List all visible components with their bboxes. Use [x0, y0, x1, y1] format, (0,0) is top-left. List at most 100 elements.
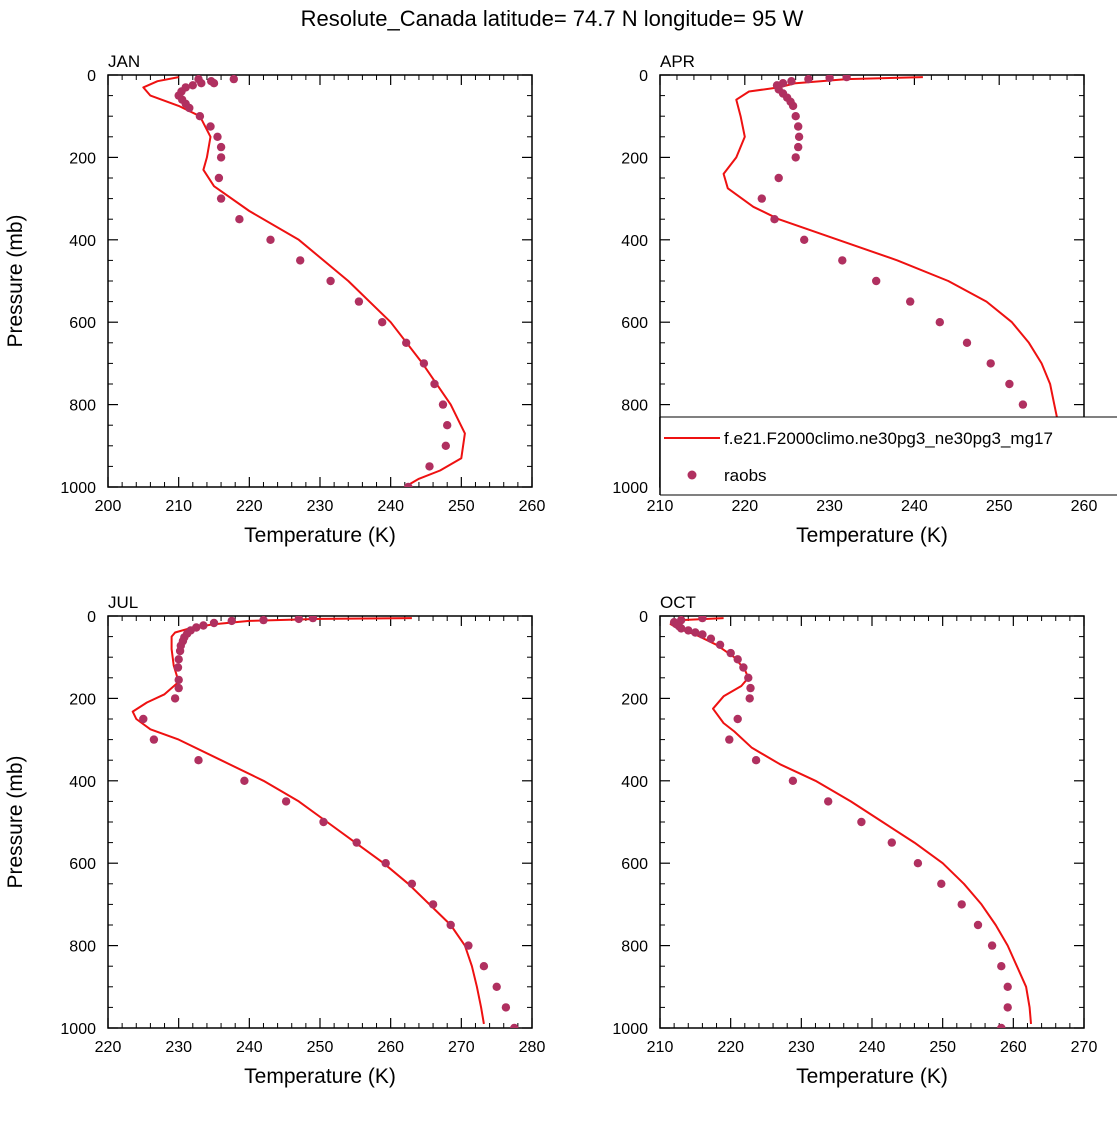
obs-point	[794, 132, 804, 141]
obs-point	[733, 655, 742, 664]
legend-label-raobs: raobs	[724, 466, 767, 485]
obs-point	[684, 626, 693, 635]
x-tick-label: 270	[1071, 1039, 1098, 1056]
obs-point	[997, 1023, 1006, 1028]
obs-point	[207, 77, 216, 86]
obs-point	[791, 112, 800, 121]
x-tick-label: 240	[236, 1039, 263, 1056]
x-tick-label: 260	[1000, 1039, 1027, 1056]
x-tick-label: 250	[448, 498, 475, 515]
obs-point	[281, 797, 291, 806]
obs-point	[698, 630, 707, 639]
obs-point	[174, 683, 183, 693]
model-line-jul	[131, 617, 485, 1025]
obs-point	[794, 142, 803, 152]
obs-point	[170, 694, 180, 703]
obs-point	[698, 616, 707, 623]
obs-point	[746, 683, 755, 693]
panel-label-jul: JUL	[108, 593, 138, 612]
y-tick-label: 400	[621, 774, 648, 791]
y-tick-label: 0	[87, 68, 96, 85]
obs-point	[464, 941, 473, 950]
obs-point	[824, 797, 833, 806]
obs-point	[407, 879, 417, 888]
x-tick-label: 240	[901, 498, 928, 515]
x-axis-label: Temperature (K)	[796, 524, 948, 547]
obs-point	[308, 616, 318, 623]
obs-point	[887, 838, 896, 847]
y-axis-label: Pressure (mb)	[4, 755, 27, 888]
obs-point	[725, 735, 734, 744]
obs-point	[209, 618, 219, 628]
obs-point	[935, 318, 944, 327]
obs-point	[842, 75, 851, 82]
obs-point	[677, 624, 686, 633]
legend: f.e21.F2000climo.ne30pg3_ne30pg3_mg17rao…	[659, 416, 1117, 496]
model-line-oct	[669, 617, 1032, 1024]
y-tick-label: 600	[69, 315, 96, 332]
x-tick-label: 240	[859, 1039, 886, 1056]
obs-point	[352, 838, 361, 847]
x-tick-label: 260	[377, 1039, 404, 1056]
obs-point	[751, 756, 761, 765]
obs-point	[296, 256, 305, 265]
obs-point	[691, 628, 700, 637]
obs-point	[194, 756, 203, 765]
y-tick-label: 600	[621, 315, 648, 332]
obs-point	[787, 77, 796, 86]
x-tick-label: 220	[236, 498, 263, 515]
x-tick-label: 230	[788, 1039, 815, 1056]
obs-point	[913, 859, 923, 868]
obs-point	[774, 173, 783, 183]
obs-point	[745, 694, 754, 703]
obs-point	[354, 297, 364, 306]
obs-point	[770, 215, 779, 224]
x-tick-label: 200	[95, 498, 122, 515]
x-tick-label: 220	[731, 498, 758, 515]
y-tick-label: 200	[69, 691, 96, 708]
y-tick-label: 800	[69, 939, 96, 956]
obs-point	[149, 735, 159, 744]
obs-point	[1003, 982, 1012, 991]
obs-point	[957, 900, 966, 909]
x-tick-label: 250	[929, 1039, 956, 1056]
obs-point	[197, 79, 206, 88]
x-tick-label: 230	[165, 1039, 192, 1056]
obs-point	[791, 153, 800, 162]
obs-point	[430, 379, 439, 389]
obs-point	[744, 673, 753, 682]
legend-marker-swatch	[687, 470, 697, 480]
obs-point	[739, 663, 748, 672]
y-tick-label: 400	[69, 233, 96, 250]
y-tick-label: 800	[621, 398, 648, 415]
obs-point	[492, 982, 501, 991]
obs-point	[235, 215, 244, 224]
obs-point	[800, 235, 809, 244]
obs-point	[479, 962, 489, 971]
obs-point	[706, 634, 716, 643]
x-tick-label: 230	[816, 498, 843, 515]
y-axis-label: Pressure (mb)	[4, 214, 27, 347]
obs-point	[501, 1003, 511, 1012]
obs-point	[715, 640, 725, 649]
obs-point	[173, 663, 183, 672]
obs-point	[175, 646, 185, 656]
obs-point	[962, 338, 972, 347]
obs-point	[733, 714, 742, 724]
obs-point	[139, 714, 148, 724]
obs-point	[214, 173, 224, 183]
obs-point	[174, 655, 183, 664]
obs-markers-oct	[669, 616, 1012, 1028]
obs-point	[378, 318, 387, 327]
panels-group: 200 210 220 230 240 250 260 0 200 400 600 800 1000 JA…	[4, 52, 1097, 1088]
x-tick-label: 230	[307, 498, 334, 515]
obs-point	[726, 648, 735, 658]
x-tick-label: 220	[95, 1039, 122, 1056]
obs-point	[1003, 1003, 1012, 1012]
obs-point	[510, 1023, 519, 1028]
obs-markers-jul	[139, 616, 519, 1028]
x-tick-label: 240	[377, 498, 404, 515]
obs-point	[319, 817, 328, 827]
obs-point	[906, 297, 915, 306]
